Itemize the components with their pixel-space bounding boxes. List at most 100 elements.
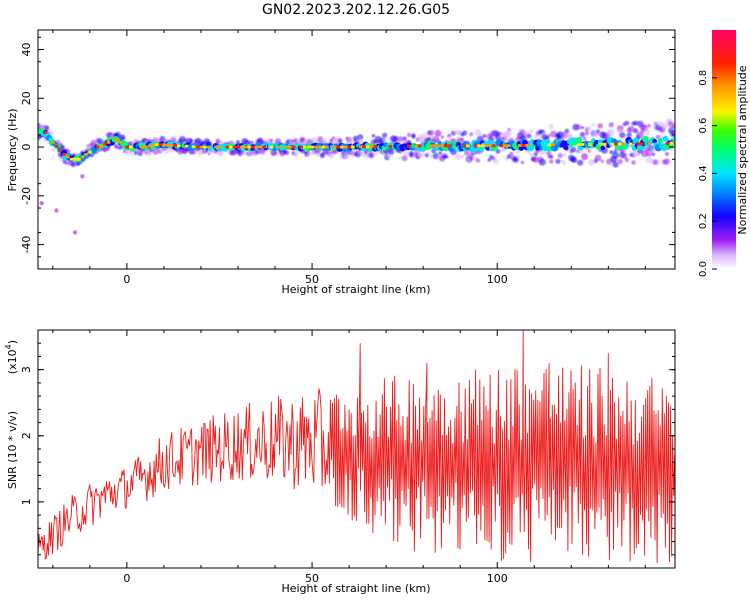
spectrogram-ridge-cell bbox=[80, 155, 85, 159]
spectrogram-ridge-cell bbox=[599, 142, 603, 146]
spectrogram-ridge-cell bbox=[491, 144, 496, 148]
spectrogram-ridge-cell bbox=[277, 145, 281, 149]
spectrogram-halo-cell bbox=[445, 155, 449, 159]
spectrogram-ridge-cell bbox=[143, 145, 148, 149]
spectrogram-halo-cell bbox=[164, 149, 169, 154]
spectrogram-ridge-cell bbox=[299, 145, 303, 149]
spectrogram-ridge-cell bbox=[177, 144, 181, 148]
spectrogram-halo-cell bbox=[631, 160, 636, 165]
spectrogram-ridge-cell bbox=[443, 144, 448, 148]
spectrogram-ridge-cell bbox=[254, 145, 259, 149]
spectrogram-ridge-cell bbox=[240, 145, 244, 149]
spectrogram-halo-cell bbox=[582, 136, 587, 141]
spectrogram-ridge-cell bbox=[340, 145, 344, 149]
snr-series-line bbox=[38, 330, 675, 564]
spectrogram-halo-cell bbox=[514, 157, 518, 161]
spectrogram-ridge-cell bbox=[332, 145, 337, 149]
spectrogram-halo-cell bbox=[434, 129, 442, 137]
spectrogram-outlier bbox=[39, 201, 44, 206]
spectrogram-ridge-cell bbox=[195, 145, 200, 149]
spectrogram-ridge-cell bbox=[77, 157, 81, 161]
spectrogram-halo-cell bbox=[548, 124, 554, 130]
spectrogram-halo-cell bbox=[71, 161, 77, 168]
spectrogram-ridge-cell bbox=[547, 143, 552, 147]
spectrogram-ridge-cell bbox=[162, 143, 166, 147]
spectrogram-ridge-cell bbox=[580, 143, 585, 146]
spectrogram-halo-cell bbox=[284, 150, 290, 155]
spectrogram-ridge-cell bbox=[406, 144, 411, 148]
spectrogram-halo-cell bbox=[189, 138, 194, 143]
spectrogram-halo-cell bbox=[388, 149, 395, 155]
spectrogram-halo-cell bbox=[506, 130, 512, 136]
spectrogram-ridge-cell bbox=[614, 142, 618, 146]
spectrogram-ridge-cell bbox=[69, 157, 74, 161]
spectrogram-halo-cell bbox=[663, 158, 671, 165]
spectrogram-halo-cell bbox=[549, 159, 554, 164]
spectrogram-halo-cell bbox=[235, 140, 241, 145]
spectrogram-ridge-cell bbox=[414, 144, 418, 148]
spectrogram-halo-cell bbox=[319, 152, 326, 159]
spectrogram-ytick-label: -20 bbox=[20, 187, 33, 205]
snr-ytick-label: 3 bbox=[20, 366, 33, 373]
spectrogram-ridge-cell bbox=[306, 145, 311, 149]
spectrogram-halo-cell bbox=[526, 133, 532, 139]
spectrogram-ridge-cell bbox=[58, 148, 63, 152]
spectrogram-xtick-label: 0 bbox=[123, 273, 130, 286]
spectrogram-halo-cell bbox=[408, 150, 414, 156]
spectrogram-halo-cell bbox=[579, 131, 586, 138]
spectrogram-ridge-cell bbox=[225, 145, 229, 149]
spectrogram-halo-cell bbox=[652, 159, 659, 166]
spectrogram-ridge-cell bbox=[447, 144, 452, 148]
spectrogram-ridge-cell bbox=[436, 144, 440, 148]
spectrogram-ridge-cell bbox=[51, 140, 55, 144]
spectrogram-ridge-cell bbox=[521, 144, 526, 147]
spectrogram-halo-cell bbox=[516, 154, 520, 159]
colorbar-label: Normalized spectral amplitude bbox=[736, 65, 749, 234]
spectrogram-halo-cell bbox=[317, 136, 324, 143]
colorbar-tick-label: 0.6 bbox=[698, 118, 709, 134]
spectrogram-halo-cell bbox=[633, 120, 639, 126]
spectrogram-ridge-cell bbox=[151, 144, 155, 147]
spectrogram-band-cell bbox=[575, 137, 583, 145]
spectrogram-ytick-label: 40 bbox=[20, 43, 33, 57]
spectrogram-halo-cell bbox=[621, 153, 628, 159]
colorbar-tick-label: 0.2 bbox=[698, 213, 709, 229]
colorbar-gradient bbox=[712, 30, 736, 269]
spectrogram-ridge-cell bbox=[243, 145, 248, 149]
spectrogram-ridge-cell bbox=[440, 144, 444, 148]
spectrogram-ridge-cell bbox=[503, 144, 507, 148]
spectrogram-axes: 0 50 100 40 20 0 -20 -40 bbox=[20, 30, 675, 286]
spectrogram-halo-cell bbox=[87, 145, 92, 150]
spectrogram-ridge-cell bbox=[577, 143, 581, 146]
spectrogram-halo-cell bbox=[538, 158, 546, 166]
spectrogram-halo-cell bbox=[411, 134, 416, 139]
spectrogram-halo-cell bbox=[402, 136, 407, 142]
spectrogram-ridge-cell bbox=[158, 143, 163, 147]
spectrogram-halo-cell bbox=[588, 159, 595, 166]
spectrogram-ridge-cell bbox=[232, 145, 237, 149]
spectrogram-halo-cell bbox=[133, 151, 138, 155]
spectrogram-halo-cell bbox=[337, 138, 343, 143]
spectrogram-halo-cell bbox=[529, 129, 533, 133]
spectrogram-ridge-cell bbox=[369, 145, 374, 149]
spectrogram-ridge-cell bbox=[525, 144, 529, 147]
spectrogram-halo-cell bbox=[469, 132, 474, 137]
spectrogram-halo-cell bbox=[442, 154, 447, 159]
spectrogram-ridge-cell bbox=[388, 145, 392, 148]
spectrogram-halo-cell bbox=[306, 151, 312, 157]
spectrogram-halo-cell bbox=[591, 123, 596, 127]
colorbar-ticks: 0.0 0.2 0.4 0.6 0.8 bbox=[698, 70, 717, 277]
spectrogram-halo-cell bbox=[119, 134, 126, 141]
snr-marks bbox=[38, 330, 675, 564]
spectrogram-ridge-cell bbox=[88, 150, 92, 154]
spectrogram-halo-cell bbox=[580, 126, 584, 130]
spectrogram-ridge-cell bbox=[66, 155, 70, 159]
spectrogram-halo-cell bbox=[273, 151, 278, 156]
spectrogram-halo-cell bbox=[137, 150, 143, 157]
spectrogram-halo-cell bbox=[549, 154, 554, 159]
spectrogram-halo-cell bbox=[469, 156, 474, 161]
spectrogram-halo-cell bbox=[584, 131, 590, 136]
spectrogram-ridge-cell bbox=[62, 153, 66, 156]
spectrogram-halo-cell bbox=[564, 128, 570, 134]
